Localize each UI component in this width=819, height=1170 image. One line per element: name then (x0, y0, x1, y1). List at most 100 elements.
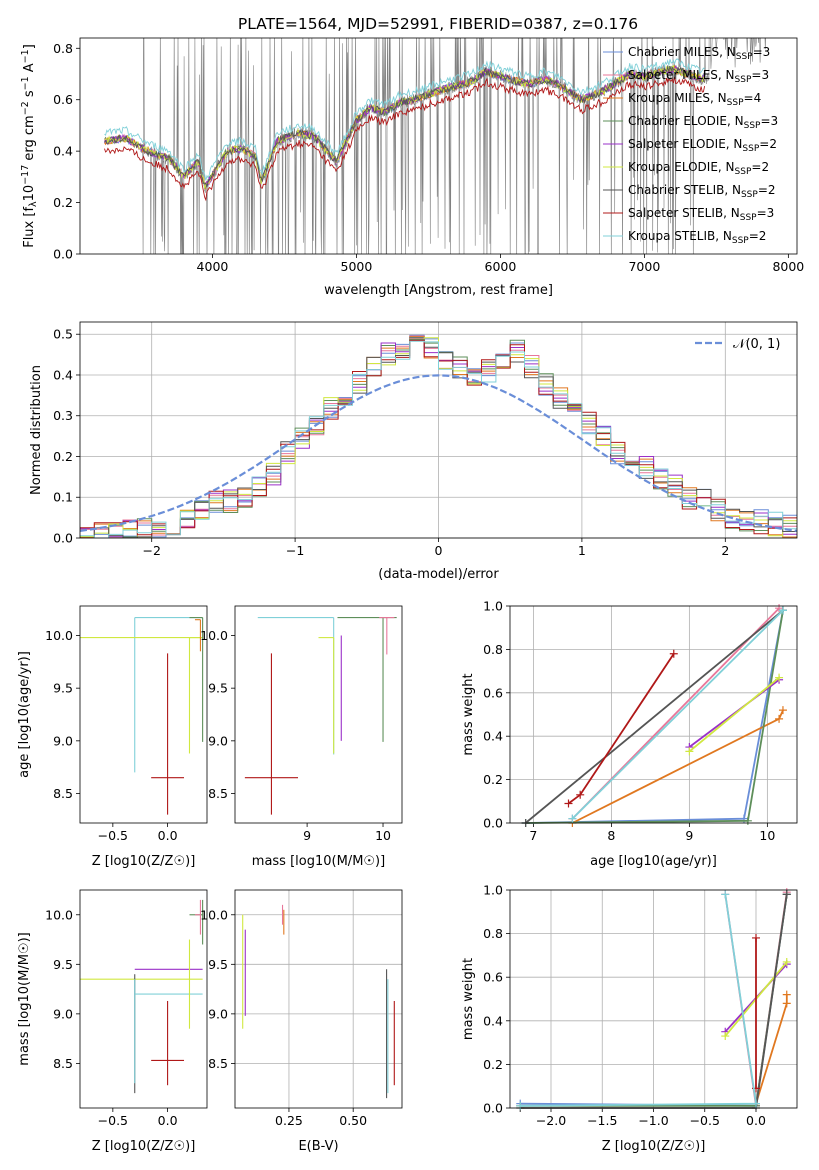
weight_vs_age-axes: 7 8 9 10 0.0 0.2 0.4 0.6 0.8 1.0 (483, 599, 797, 843)
mass_vs_Z-ylabel: mass [log10(M/M☉)] (17, 932, 32, 1065)
tick-label-y: 9.5 (53, 957, 73, 972)
tick-label-y: 1.0 (483, 599, 503, 614)
tick-label-x: 10 (759, 828, 775, 843)
weight-marker (669, 649, 678, 658)
weight-marker (778, 606, 787, 615)
spectrum-axes: 4000 5000 6000 7000 8000 0.0 0.2 0.4 0.6 0.8 (53, 41, 804, 274)
tick-label-y: 0.0 (53, 531, 73, 546)
legend-sub: SSP (741, 190, 758, 200)
weight-marker (564, 799, 573, 808)
weight_vs_age-xlabel: age [log10(age/yr)] (590, 854, 717, 869)
residuals-ylabel: Normed distribution (29, 365, 44, 495)
model-spectrum-8 (104, 58, 705, 181)
tick-label-y: 0.1 (53, 490, 73, 505)
spectrum-plot (104, 38, 766, 254)
model-spectrum-6 (104, 65, 706, 188)
tick-label-y: 10.0 (45, 628, 73, 643)
tick-label-y: 0.6 (483, 685, 503, 700)
legend-tail: =2 (751, 160, 769, 174)
legend-main: Chabrier STELIB, N (628, 183, 741, 197)
tick-label-x: 0.50 (339, 1113, 367, 1128)
legend-main: Salpeter STELIB, N (628, 206, 740, 220)
ylabel-part: λ (28, 201, 39, 207)
legend-label-8: Kroupa STELIB, NSSP=2 (628, 229, 766, 246)
tick-label-x: 5000 (341, 259, 373, 274)
tick-label-x: 0.25 (275, 1113, 303, 1128)
tick-label-y: 9.0 (53, 733, 73, 748)
tick-label-y: 10.0 (45, 907, 73, 922)
weight-marker (752, 1099, 760, 1108)
legend-sub: SSP (735, 75, 752, 85)
legend-label-7: Salpeter STELIB, NSSP=3 (628, 206, 774, 223)
age_vs_mass-plot (244, 617, 397, 815)
ylabel-part: ] (22, 44, 37, 49)
tick-label-x: −0.5 (98, 1113, 128, 1128)
gaussian-curve (80, 374, 797, 532)
tick-label-x: 6000 (485, 259, 517, 274)
tick-label-y: 0.6 (53, 92, 73, 107)
legend-main: Kroupa ELODIE, N (628, 160, 735, 174)
legend-tail: =3 (753, 45, 771, 59)
age_vs_Z-plot (80, 617, 204, 815)
tick-label-y: 0.2 (483, 772, 503, 787)
tick-label-y: 8.5 (208, 1056, 228, 1071)
weight-marker (775, 673, 784, 682)
weight-marker (782, 890, 791, 899)
weight-marker (721, 890, 730, 899)
tick-label-x: 7 (529, 828, 537, 843)
weight_vs_age-frame (509, 605, 798, 824)
ylabel-part: 10 (22, 185, 37, 202)
tick-label-x: 0.0 (158, 828, 178, 843)
tick-label-y: 0.2 (53, 195, 73, 210)
legend-tail: =4 (744, 91, 762, 105)
tick-label-x: 8 (607, 828, 615, 843)
tick-label-y: 10.0 (200, 628, 228, 643)
ylabel-part: −2 (20, 101, 31, 115)
weight-line-6 (525, 609, 784, 824)
tick-label-y: 8.5 (53, 786, 73, 801)
tick-label-y: 0.2 (483, 1057, 503, 1072)
tick-label-y: 1.0 (483, 883, 503, 898)
mass_vs_ebv-xlabel: E(B-V) (298, 1139, 338, 1154)
tick-label-y: 0.2 (53, 449, 73, 464)
tick-label-x: 0.0 (158, 1113, 178, 1128)
tick-label-y: 9.0 (208, 1006, 228, 1021)
tick-label-x: 10 (375, 828, 391, 843)
tick-label-y: 0.4 (483, 1013, 503, 1028)
weight_vs_Z-xlabel: Z [log10(Z/Z☉)] (602, 1139, 706, 1154)
weight-line-2 (755, 994, 788, 1104)
spectrum-xlabel: wavelength [Angstrom, rest frame] (324, 283, 553, 298)
legend-main: Salpeter ELODIE, N (628, 137, 742, 151)
legend-tail: =3 (751, 68, 769, 82)
mass_vs_Z-frame (79, 889, 208, 1109)
residual-hist-8 (80, 340, 797, 538)
legend-sub: SSP (744, 121, 761, 131)
mass_vs_Z-plot (80, 899, 204, 1094)
figure-title: PLATE=1564, MJD=52991, FIBERID=0387, z=0… (238, 15, 638, 33)
legend-label-5: Kroupa ELODIE, NSSP=2 (628, 160, 769, 177)
tick-label-y: 0.0 (483, 1101, 503, 1116)
mass_vs_ebv-plot (242, 904, 395, 1099)
legend-sub: SSP (740, 213, 757, 223)
weight-line-2 (571, 709, 784, 824)
age_vs_mass-axes: 9 10 8.5 9.0 9.5 10.0 (200, 628, 391, 843)
tick-label-y: 9.0 (53, 1006, 73, 1021)
legend-tail: =3 (757, 206, 775, 220)
legend-main: Salpeter MILES, N (628, 68, 735, 82)
tick-label-y: 0.0 (483, 816, 503, 831)
weight-line-7 (567, 653, 675, 805)
tick-label-x: 0 (435, 543, 443, 558)
tick-label-x: 8000 (772, 259, 804, 274)
legend-sub: SSP (727, 98, 744, 108)
weight-marker (568, 814, 577, 823)
legend-gaussian-label: 𝒩(0, 1) (733, 337, 780, 352)
tick-label-x: −1.0 (638, 1113, 668, 1128)
tick-label-y: 9.0 (208, 733, 228, 748)
tick-label-x: 2 (721, 543, 729, 558)
tick-label-y: 0.8 (483, 642, 503, 657)
ylabel-part: A (22, 63, 37, 76)
tick-label-y: 0.8 (53, 41, 73, 56)
weight-marker (685, 747, 694, 756)
mass_vs_Z-xlabel: Z [log10(Z/Z☉)] (92, 1139, 196, 1154)
